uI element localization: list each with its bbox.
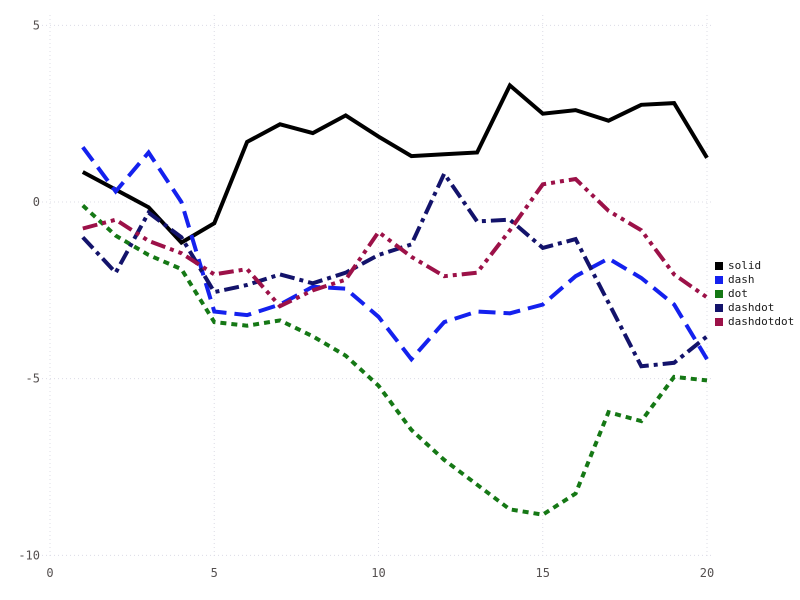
legend-label-dot: dot — [728, 287, 748, 300]
legend-label-dash: dash — [728, 273, 755, 286]
legend-label-solid: solid — [728, 259, 762, 272]
legend-item-solid: solid — [715, 259, 794, 273]
legend-swatch-dashdot — [715, 304, 723, 312]
x-tick-label-15: 15 — [536, 566, 550, 580]
y-tick-label-5: 5 — [33, 18, 40, 32]
legend: solid dash dot dashdot dashdotdot — [715, 259, 794, 329]
legend-swatch-dot — [715, 290, 723, 298]
legend-swatch-solid — [715, 262, 723, 270]
legend-swatch-dash — [715, 276, 723, 284]
series-line-dash — [81, 146, 709, 363]
x-tick-label-20: 20 — [700, 566, 714, 580]
y-tick-label--10: -10 — [18, 548, 40, 562]
x-tick-label-0: 0 — [46, 566, 53, 580]
legend-label-dashdot: dashdot — [728, 301, 775, 314]
y-tick-label-0: 0 — [33, 195, 40, 209]
x-tick-label-10: 10 — [371, 566, 385, 580]
legend-swatch-dashdotdot — [715, 318, 723, 326]
legend-item-dot: dot — [715, 287, 794, 301]
legend-item-dashdotdot: dashdotdot — [715, 315, 794, 329]
series-line-solid — [81, 82, 709, 246]
legend-item-dashdot: dashdot — [715, 301, 794, 315]
series-line-dot — [81, 204, 708, 517]
y-tick-label--5: -5 — [26, 372, 40, 386]
series-line-dashdotdot — [82, 176, 709, 309]
x-tick-label-5: 5 — [211, 566, 218, 580]
legend-item-dash: dash — [715, 273, 794, 287]
series-line-dashdot — [81, 169, 709, 369]
legend-label-dashdotdot: dashdotdot — [728, 315, 795, 328]
